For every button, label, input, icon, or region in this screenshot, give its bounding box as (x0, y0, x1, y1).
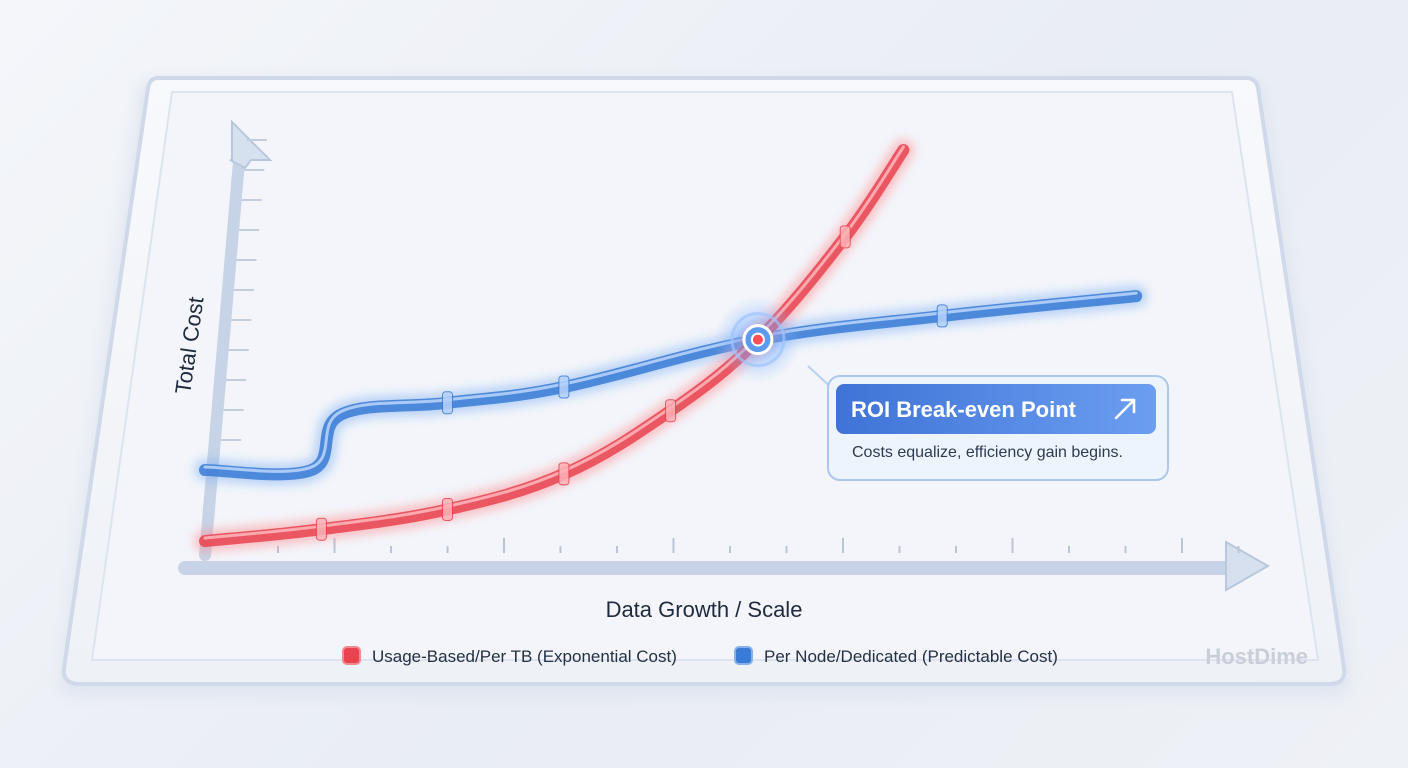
y-axis-arrowhead (229, 119, 273, 170)
callout-header (836, 384, 1156, 434)
break-even-ring (730, 312, 786, 368)
x-axis-arrowhead (1225, 540, 1271, 592)
data-point-usage-based (558, 462, 570, 486)
series-usage-based (194, 139, 915, 553)
axis-ticks (220, 139, 1240, 553)
axes (178, 119, 1271, 592)
series-highlight-usage-based (203, 145, 905, 540)
callout-text: Costs equalize, efficiency gain begins. (852, 444, 1123, 461)
data-point-per-node (936, 304, 948, 328)
break-even-core (750, 332, 765, 347)
data-point-per-node (558, 375, 570, 399)
legend: Usage-Based/Per TB (Exponential Cost) Pe… (342, 646, 1058, 666)
x-axis-title: Data Growth / Scale (606, 597, 803, 622)
data-point-usage-based (839, 225, 851, 249)
legend-swatch-red (342, 646, 361, 665)
series-line-usage-based (199, 144, 910, 548)
y-axis (199, 144, 246, 561)
arrow-up-right-icon (1114, 398, 1136, 420)
legend-label-per-node: Per Node/Dedicated (Predictable Cost) (764, 647, 1058, 666)
data-point-usage-based (315, 517, 327, 541)
legend-item-per-node: Per Node/Dedicated (Predictable Cost) (734, 646, 1058, 666)
brand-logo: HostDime (1205, 644, 1308, 669)
legend-swatch-blue (734, 646, 753, 665)
legend-label-usage-based: Usage-Based/Per TB (Exponential Cost) (372, 647, 677, 666)
data-point-per-node (442, 391, 453, 415)
data-point-usage-based (665, 399, 677, 423)
series-layer (194, 139, 1148, 553)
break-even-marker (713, 295, 802, 384)
data-point-usage-based (442, 497, 453, 521)
break-even-callout: ROI Break-even Point Costs equalize, eff… (807, 365, 1169, 481)
callout-title: ROI Break-even Point (851, 397, 1077, 422)
series-per-node (194, 285, 1148, 486)
legend-item-usage-based: Usage-Based/Per TB (Exponential Cost) (342, 646, 677, 666)
